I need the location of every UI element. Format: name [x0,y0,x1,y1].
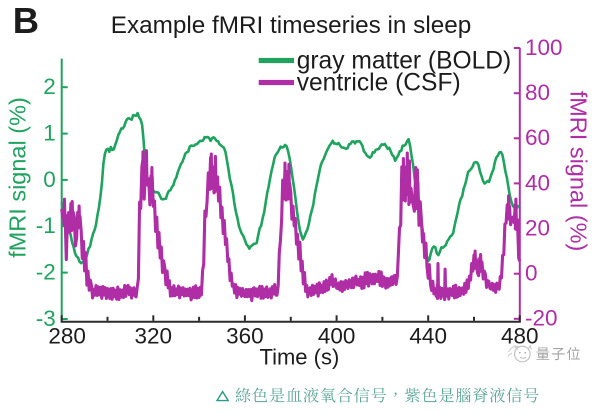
svg-text:100: 100 [525,35,563,60]
svg-text:0: 0 [525,261,538,286]
svg-text:-3: -3 [36,306,56,331]
svg-text:ventricle (CSF): ventricle (CSF) [297,70,461,97]
svg-text:-1: -1 [36,213,56,238]
svg-text:fMRI signal (%): fMRI signal (%) [566,91,592,252]
svg-text:-20: -20 [525,306,558,331]
svg-text:40: 40 [525,170,550,195]
svg-text:-2: -2 [36,260,56,285]
svg-text:Example fMRI timeseries in sle: Example fMRI timeseries in sleep [111,12,472,39]
svg-text:20: 20 [525,216,550,241]
svg-text:1: 1 [43,121,56,146]
svg-text:400: 400 [318,324,356,349]
svg-text:360: 360 [226,324,264,349]
svg-text:440: 440 [409,324,447,349]
svg-text:Time (s): Time (s) [259,344,339,369]
svg-text:320: 320 [135,324,173,349]
svg-text:fMRI signal (%): fMRI signal (%) [4,97,30,258]
svg-text:B: B [13,0,39,41]
svg-text:gray matter (BOLD): gray matter (BOLD) [297,48,512,75]
svg-text:480: 480 [501,324,539,349]
svg-text:60: 60 [525,125,550,150]
svg-text:2: 2 [43,74,56,99]
svg-text:0: 0 [43,167,56,192]
svg-text:80: 80 [525,80,550,105]
svg-text:280: 280 [48,324,86,349]
